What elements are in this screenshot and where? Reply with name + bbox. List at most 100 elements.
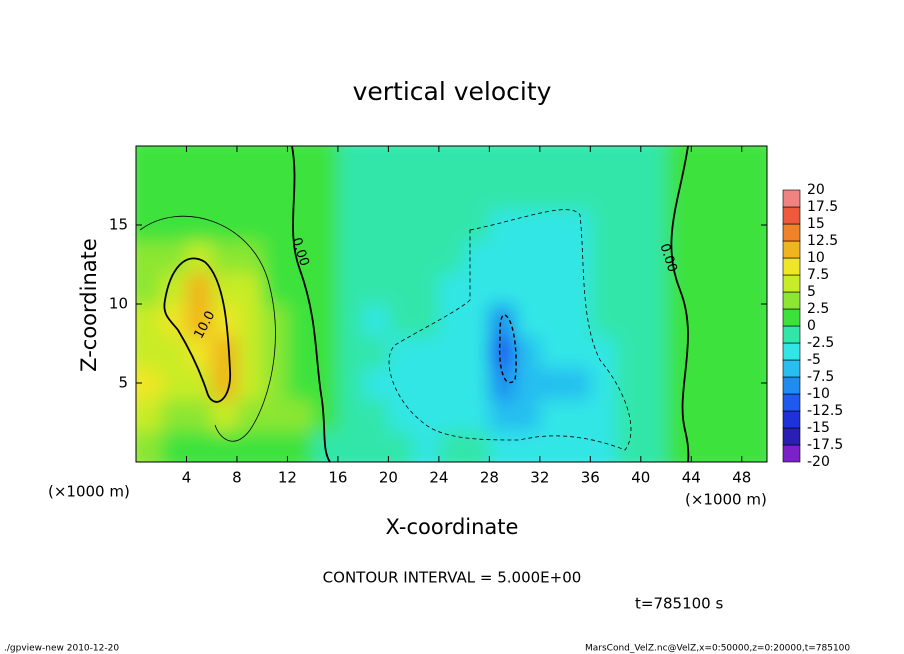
cell <box>691 398 718 432</box>
chart-title: vertical velocity <box>353 77 552 106</box>
cell <box>136 240 163 274</box>
colorbar-bin <box>782 274 801 293</box>
cell <box>136 430 163 462</box>
cell <box>211 398 238 432</box>
cell <box>590 272 617 305</box>
cell <box>287 240 314 274</box>
cell <box>539 367 567 400</box>
cell <box>438 209 466 242</box>
cell <box>136 177 163 211</box>
x-tick-label: 28 <box>480 469 499 487</box>
cell <box>337 240 365 274</box>
cell <box>312 146 339 179</box>
cell <box>716 335 743 369</box>
cell <box>716 304 743 337</box>
contours <box>139 146 690 462</box>
x-tick-label: 36 <box>581 469 600 487</box>
cell <box>186 430 213 462</box>
x-tick-label: 20 <box>379 469 398 487</box>
cell <box>666 367 693 400</box>
colorbar-label: 10 <box>807 250 825 266</box>
cell <box>741 240 767 274</box>
cell <box>615 398 642 432</box>
x-tick-label: 44 <box>682 469 701 487</box>
cell <box>262 272 289 305</box>
cell <box>590 304 617 337</box>
colorbar-label: 12.5 <box>807 233 838 249</box>
colorbar-bin <box>782 308 801 327</box>
cell <box>640 240 668 274</box>
cell <box>236 430 264 462</box>
cell <box>161 240 188 274</box>
cell <box>337 398 365 432</box>
cell <box>590 430 617 462</box>
cell <box>565 430 592 462</box>
cell <box>186 177 213 211</box>
cell <box>136 209 163 242</box>
cell <box>236 146 264 179</box>
cell <box>640 209 668 242</box>
cell <box>363 209 390 242</box>
cell <box>691 367 718 400</box>
cell <box>741 335 767 369</box>
cell <box>363 335 390 369</box>
cell <box>413 335 440 369</box>
colorbar-bin <box>782 342 801 361</box>
cell <box>363 240 390 274</box>
cell <box>615 430 642 462</box>
cell <box>161 335 188 369</box>
cell <box>136 398 163 432</box>
cell <box>363 367 390 400</box>
colorbar-bin <box>782 189 801 208</box>
cell <box>514 430 541 462</box>
cell <box>413 304 440 337</box>
cell <box>312 304 339 337</box>
cell <box>438 272 466 305</box>
cell <box>691 209 718 242</box>
cell <box>615 367 642 400</box>
cell <box>489 240 516 274</box>
cell <box>489 398 516 432</box>
contour-line <box>291 146 331 462</box>
cell <box>514 272 541 305</box>
colorbar-label: -10 <box>807 386 830 402</box>
cell <box>413 367 440 400</box>
cell <box>691 430 718 462</box>
cell <box>287 430 314 462</box>
cell <box>464 209 491 242</box>
cell <box>640 304 668 337</box>
x-tick-label: 32 <box>530 469 549 487</box>
cell <box>716 209 743 242</box>
cell <box>363 177 390 211</box>
cell <box>211 240 238 274</box>
cell <box>539 304 567 337</box>
cell <box>539 335 567 369</box>
contour-interval: CONTOUR INTERVAL = 5.000E+00 <box>323 569 582 587</box>
cell <box>388 367 415 400</box>
cell <box>565 240 592 274</box>
cell <box>262 240 289 274</box>
x-tick-label: 16 <box>328 469 347 487</box>
x-tick-label: 40 <box>631 469 650 487</box>
cell <box>236 367 264 400</box>
cell <box>211 430 238 462</box>
cell <box>741 177 767 211</box>
cell <box>161 304 188 337</box>
cell <box>741 367 767 400</box>
cell <box>363 430 390 462</box>
cell <box>741 272 767 305</box>
cell <box>615 240 642 274</box>
cell <box>287 272 314 305</box>
cell <box>236 177 264 211</box>
cell <box>388 335 415 369</box>
cell <box>413 146 440 179</box>
cell <box>464 367 491 400</box>
contour-line <box>139 215 276 442</box>
cell <box>186 146 213 179</box>
cell <box>312 177 339 211</box>
colorbar-bin <box>782 393 801 412</box>
cells <box>136 146 767 462</box>
y-axis-label: Z-coordinate <box>77 238 101 372</box>
cell <box>666 146 693 179</box>
cell <box>236 240 264 274</box>
